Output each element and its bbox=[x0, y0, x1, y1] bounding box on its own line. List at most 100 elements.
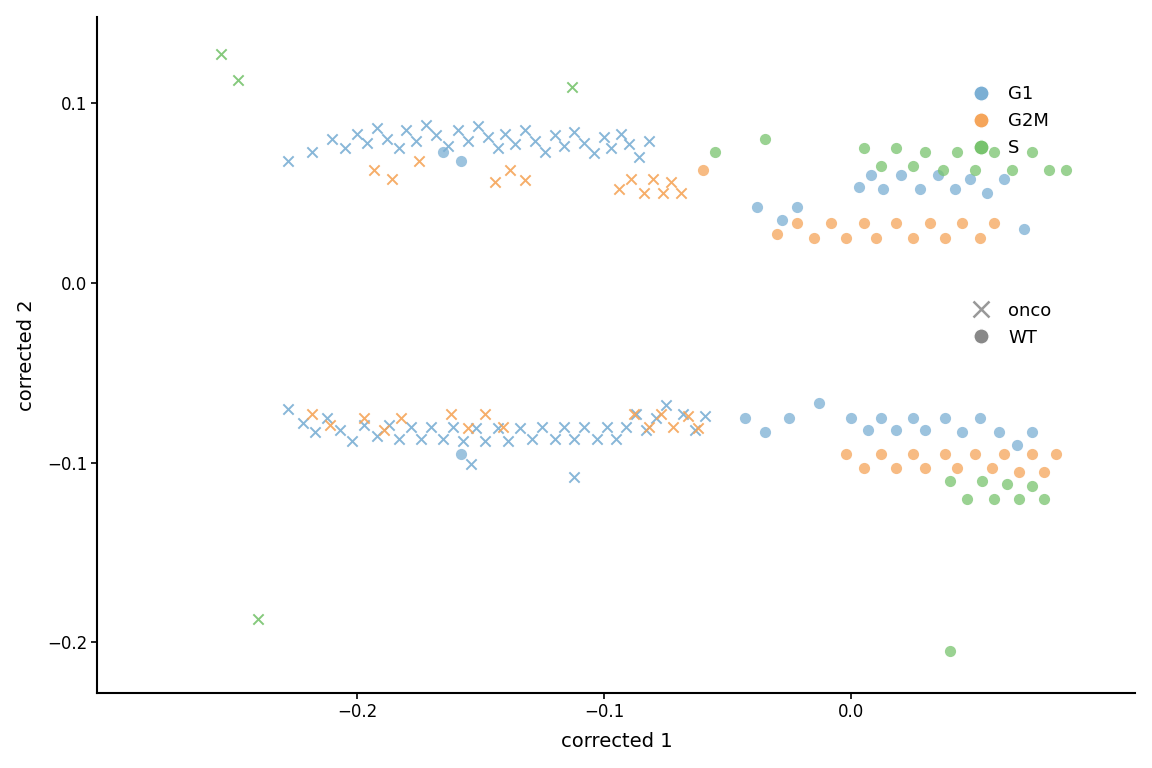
Point bbox=[903, 232, 922, 244]
Point bbox=[916, 424, 934, 436]
Point bbox=[1034, 465, 1053, 478]
Point bbox=[946, 183, 964, 195]
Point bbox=[331, 424, 349, 436]
Point bbox=[545, 433, 563, 445]
Point bbox=[397, 124, 416, 136]
Point bbox=[1010, 465, 1029, 478]
Point bbox=[575, 137, 593, 149]
Point bbox=[687, 424, 705, 436]
Point bbox=[417, 118, 435, 131]
Point bbox=[533, 421, 552, 433]
Point bbox=[620, 138, 638, 151]
Point bbox=[1008, 439, 1026, 451]
Point bbox=[486, 176, 505, 188]
Point bbox=[365, 164, 384, 176]
Point bbox=[318, 412, 336, 424]
Point bbox=[525, 134, 544, 147]
Point bbox=[920, 217, 939, 230]
Point bbox=[426, 129, 445, 141]
Point bbox=[874, 183, 893, 195]
X-axis label: corrected 1: corrected 1 bbox=[561, 733, 673, 751]
Point bbox=[855, 462, 873, 474]
Point bbox=[412, 433, 431, 445]
Point bbox=[985, 217, 1003, 230]
Point bbox=[961, 172, 979, 184]
Point bbox=[1056, 164, 1075, 176]
Point bbox=[212, 48, 230, 61]
Point bbox=[607, 433, 626, 445]
Point bbox=[294, 417, 312, 429]
Point bbox=[367, 122, 386, 134]
Point bbox=[444, 421, 462, 433]
Point bbox=[629, 151, 647, 163]
Point bbox=[476, 408, 494, 420]
Point bbox=[378, 133, 396, 145]
Point bbox=[872, 160, 890, 172]
Point bbox=[392, 412, 410, 424]
Point bbox=[627, 408, 645, 420]
Point bbox=[355, 412, 373, 424]
Point bbox=[497, 127, 515, 140]
Point bbox=[566, 433, 584, 445]
Point bbox=[588, 433, 606, 445]
Point bbox=[449, 124, 468, 136]
Point bbox=[1047, 448, 1066, 460]
Point bbox=[948, 462, 967, 474]
Point bbox=[694, 164, 712, 176]
Point bbox=[467, 422, 485, 435]
Point bbox=[855, 142, 873, 154]
Point bbox=[886, 424, 904, 436]
Point bbox=[452, 448, 470, 460]
Point bbox=[510, 422, 529, 435]
Point bbox=[679, 410, 697, 422]
Point bbox=[767, 228, 786, 240]
Point bbox=[1010, 492, 1029, 505]
Point bbox=[991, 426, 1009, 439]
Point bbox=[635, 187, 653, 199]
Point bbox=[303, 408, 321, 420]
Point bbox=[602, 142, 621, 154]
Point bbox=[661, 176, 680, 188]
Point bbox=[1022, 448, 1040, 460]
Point bbox=[422, 421, 440, 433]
Point bbox=[279, 154, 297, 167]
Point bbox=[689, 422, 707, 435]
Point bbox=[594, 131, 613, 144]
Point bbox=[1022, 426, 1040, 439]
Point bbox=[842, 412, 861, 424]
Point bbox=[935, 412, 954, 424]
Point bbox=[903, 160, 922, 172]
Point bbox=[523, 433, 541, 445]
Point bbox=[439, 140, 457, 152]
Point bbox=[965, 448, 984, 460]
Point bbox=[998, 478, 1016, 490]
Point bbox=[872, 412, 890, 424]
Point bbox=[335, 142, 354, 154]
Point bbox=[382, 172, 401, 184]
Point bbox=[434, 145, 453, 157]
Point bbox=[357, 137, 376, 149]
Point bbox=[965, 164, 984, 176]
Point bbox=[566, 471, 584, 483]
Point bbox=[624, 408, 643, 420]
Point bbox=[855, 217, 873, 230]
Point bbox=[886, 142, 904, 154]
Point bbox=[458, 422, 477, 435]
Point bbox=[367, 429, 386, 442]
Point bbox=[916, 145, 934, 157]
Point bbox=[838, 448, 856, 460]
Point bbox=[872, 448, 890, 460]
Point bbox=[609, 183, 628, 195]
Point bbox=[305, 426, 324, 439]
Point bbox=[948, 145, 967, 157]
Point bbox=[644, 172, 662, 184]
Point bbox=[1022, 480, 1040, 492]
Point bbox=[499, 435, 517, 447]
Point bbox=[348, 127, 366, 140]
Point bbox=[911, 183, 930, 195]
Point bbox=[886, 462, 904, 474]
Point bbox=[657, 399, 675, 411]
Point bbox=[646, 412, 665, 424]
Point bbox=[501, 164, 520, 176]
Point bbox=[597, 421, 615, 433]
